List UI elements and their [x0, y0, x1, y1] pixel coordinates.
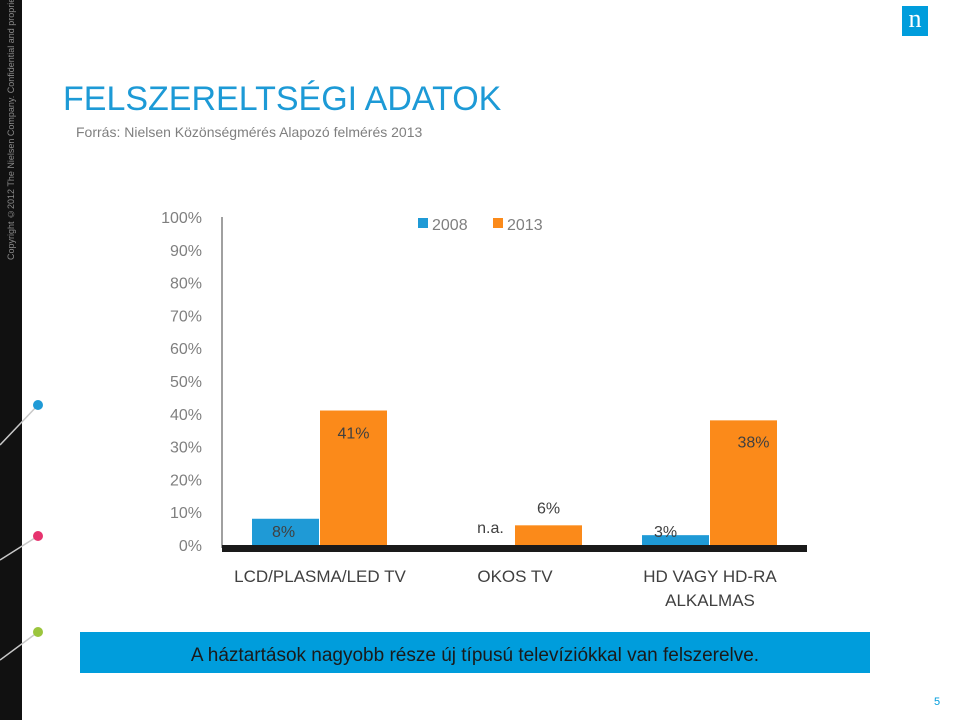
legend-swatch-2008	[418, 218, 428, 228]
data-label-2008-0: 8%	[272, 524, 295, 541]
legend-label-2008: 2008	[432, 217, 468, 234]
bar-2008-2	[642, 535, 709, 545]
category-label-2: HD VAGY HD-RA	[643, 567, 777, 586]
category-label-0: LCD/PLASMA/LED TV	[234, 567, 406, 586]
left-decor-strip: Copyright ©2012 The Nielsen Company. Con…	[0, 0, 22, 720]
data-label-2013-1: 6%	[537, 500, 560, 517]
legend-swatch-2013	[493, 218, 503, 228]
page-title: FELSZERELTSÉGI ADATOK	[63, 80, 502, 118]
y-tick-label: 40%	[170, 407, 202, 424]
data-label-2013-0: 41%	[337, 426, 369, 443]
legend-label-2013: 2013	[507, 217, 543, 234]
y-tick-label: 100%	[161, 210, 202, 227]
data-label-2008-1: n.a.	[477, 520, 504, 537]
y-tick-label: 20%	[170, 472, 202, 489]
x-axis-baseline	[222, 545, 807, 552]
y-tick-label: 80%	[170, 276, 202, 293]
bar-2013-1	[515, 525, 582, 545]
bar-2013-2	[710, 420, 777, 545]
category-label-1: OKOS TV	[477, 567, 553, 586]
decor-dot-green	[33, 627, 43, 637]
decor-dot-pink	[33, 531, 43, 541]
conclusion-banner: A háztartások nagyobb része új típusú te…	[80, 632, 870, 673]
source-subtitle: Forrás: Nielsen Közönségmérés Alapozó fe…	[76, 124, 423, 140]
data-label-2008-2: 3%	[654, 524, 677, 541]
y-tick-label: 50%	[170, 374, 202, 391]
y-tick-label: 90%	[170, 243, 202, 260]
decorative-lines	[0, 400, 43, 661]
y-tick-label: 10%	[170, 505, 202, 522]
category-label-2: ALKALMAS	[665, 591, 755, 610]
page-number: 5	[934, 696, 941, 708]
decor-dot-blue	[33, 400, 43, 410]
y-tick-label: 60%	[170, 341, 202, 358]
nielsen-logo: n	[902, 6, 928, 36]
y-tick-label: 30%	[170, 440, 202, 457]
data-label-2013-2: 38%	[737, 434, 769, 451]
y-tick-label: 0%	[179, 538, 202, 555]
y-tick-label: 70%	[170, 308, 202, 325]
bar-2008-0	[252, 518, 319, 545]
conclusion-text: A háztartások nagyobb része új típusú te…	[190, 645, 760, 666]
bar-2013-0	[320, 410, 387, 545]
